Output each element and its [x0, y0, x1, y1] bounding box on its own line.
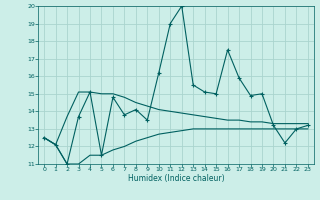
X-axis label: Humidex (Indice chaleur): Humidex (Indice chaleur): [128, 174, 224, 183]
